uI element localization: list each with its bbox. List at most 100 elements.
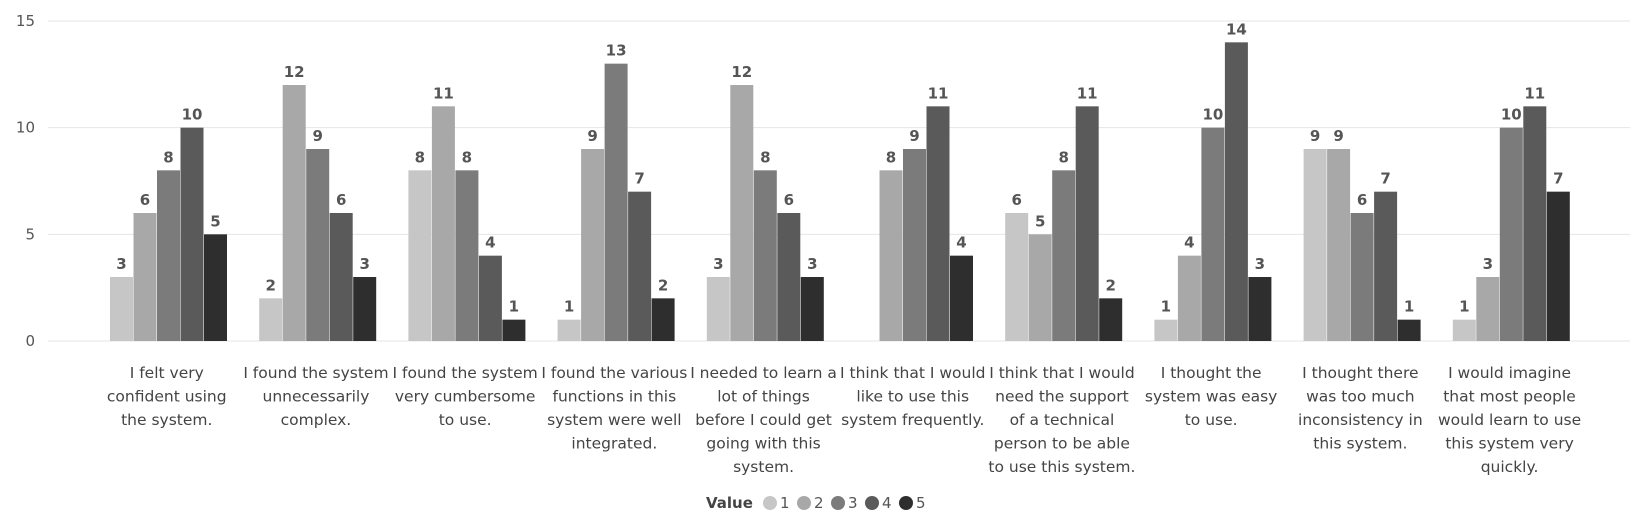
data-label: 11 — [1524, 84, 1545, 102]
category-label: complex. — [281, 411, 352, 429]
bar-series-3 — [1052, 170, 1076, 341]
bar-series-4 — [926, 106, 950, 341]
bar-series-1 — [110, 277, 133, 341]
category-label: integrated. — [571, 435, 657, 453]
bar-series-4 — [180, 127, 204, 342]
category-label: I found the system — [393, 364, 538, 382]
category-label: was too much — [1306, 388, 1414, 406]
bar-series-2 — [431, 106, 455, 341]
bar-series-1 — [1452, 319, 1476, 341]
legend-marker-4 — [865, 496, 879, 510]
data-label: 6 — [140, 191, 150, 209]
bar-series-2 — [1327, 149, 1351, 341]
category-label: I needed to learn a — [690, 364, 837, 382]
bar-series-2 — [879, 170, 903, 341]
data-label: 3 — [1255, 255, 1265, 273]
data-label: 10 — [1501, 106, 1522, 124]
legend-label: 4 — [882, 494, 892, 512]
data-label: 3 — [807, 255, 817, 273]
legend-label: 3 — [848, 494, 858, 512]
data-label: 7 — [1553, 170, 1563, 188]
bar-series-5 — [353, 277, 377, 341]
data-label: 1 — [1404, 298, 1414, 316]
bar-series-5 — [950, 255, 973, 341]
data-label: 9 — [1310, 127, 1320, 145]
category-label: I would imagine — [1448, 364, 1571, 382]
data-label: 8 — [163, 148, 173, 166]
data-label: 6 — [336, 191, 346, 209]
category-label: the system. — [121, 411, 212, 429]
bar-series-1 — [557, 319, 581, 341]
data-label: 7 — [1380, 170, 1390, 188]
bar-series-3 — [306, 149, 330, 341]
bar-series-4 — [478, 255, 502, 341]
bar-series-2 — [1476, 277, 1500, 341]
bar-series-1 — [259, 298, 283, 341]
category-label: of a technical — [1010, 411, 1115, 429]
data-label: 9 — [909, 127, 919, 145]
category-label: to use. — [439, 411, 492, 429]
category-label: to use this system. — [988, 458, 1135, 476]
bar-series-4 — [777, 213, 801, 341]
data-label: 3 — [713, 255, 723, 273]
category-label: system was easy — [1145, 388, 1277, 406]
data-label: 6 — [1357, 191, 1367, 209]
bar-series-3 — [1350, 213, 1374, 341]
data-label: 11 — [928, 84, 949, 102]
category-label: I think that I would — [840, 364, 985, 382]
legend-label: 1 — [780, 494, 790, 512]
category-label: system were well — [547, 411, 682, 429]
category-label: system frequently. — [841, 411, 984, 429]
category-label: to use. — [1185, 411, 1238, 429]
data-label: 1 — [1459, 298, 1469, 316]
bar-series-1 — [706, 277, 730, 341]
data-label: 11 — [433, 84, 454, 102]
y-tick-label: 0 — [25, 332, 35, 350]
bar-series-4 — [1374, 191, 1398, 341]
data-label: 2 — [658, 276, 668, 294]
legend-marker-2 — [797, 496, 811, 510]
bar-series-1 — [1005, 213, 1029, 341]
bar-series-5 — [800, 277, 824, 341]
y-tick-label: 5 — [25, 225, 35, 243]
data-label: 2 — [265, 276, 275, 294]
category-label: I found the various — [541, 364, 687, 382]
category-label: confident using — [107, 388, 227, 406]
category-label: going with this — [706, 435, 820, 453]
bar-series-5 — [502, 319, 526, 341]
bar-series-5 — [1099, 298, 1123, 341]
data-label: 8 — [760, 148, 770, 166]
data-label: 3 — [359, 255, 369, 273]
data-label: 9 — [312, 127, 322, 145]
data-label: 13 — [606, 42, 627, 60]
bar-series-4 — [1075, 106, 1099, 341]
bar-series-2 — [282, 85, 306, 341]
bar-series-2 — [1177, 255, 1201, 341]
y-tick-label: 15 — [16, 12, 35, 30]
bar-series-5 — [204, 234, 227, 341]
category-label: unnecessarily — [263, 388, 370, 406]
data-label: 14 — [1226, 20, 1247, 38]
data-label: 4 — [485, 234, 495, 252]
data-label: 8 — [415, 148, 425, 166]
category-label: system. — [733, 458, 794, 476]
bar-series-3 — [604, 63, 628, 342]
bar-series-5 — [1546, 191, 1570, 341]
data-label: 8 — [1058, 148, 1068, 166]
data-label: 10 — [1202, 106, 1223, 124]
bar-series-3 — [903, 149, 926, 341]
bar-series-3 — [455, 170, 479, 341]
category-label: functions in this — [553, 388, 677, 406]
legend-marker-1 — [763, 496, 777, 510]
data-label: 2 — [1105, 276, 1115, 294]
category-label: person to be able — [994, 435, 1130, 453]
legend-title: Value — [706, 494, 753, 512]
data-label: 7 — [634, 170, 644, 188]
category-label: inconsistency in — [1298, 411, 1423, 429]
bar-series-2 — [730, 85, 754, 341]
bar-series-1 — [408, 170, 432, 341]
data-label: 1 — [1161, 298, 1171, 316]
category-label: need the support — [995, 388, 1129, 406]
legend-label: 5 — [916, 494, 926, 512]
